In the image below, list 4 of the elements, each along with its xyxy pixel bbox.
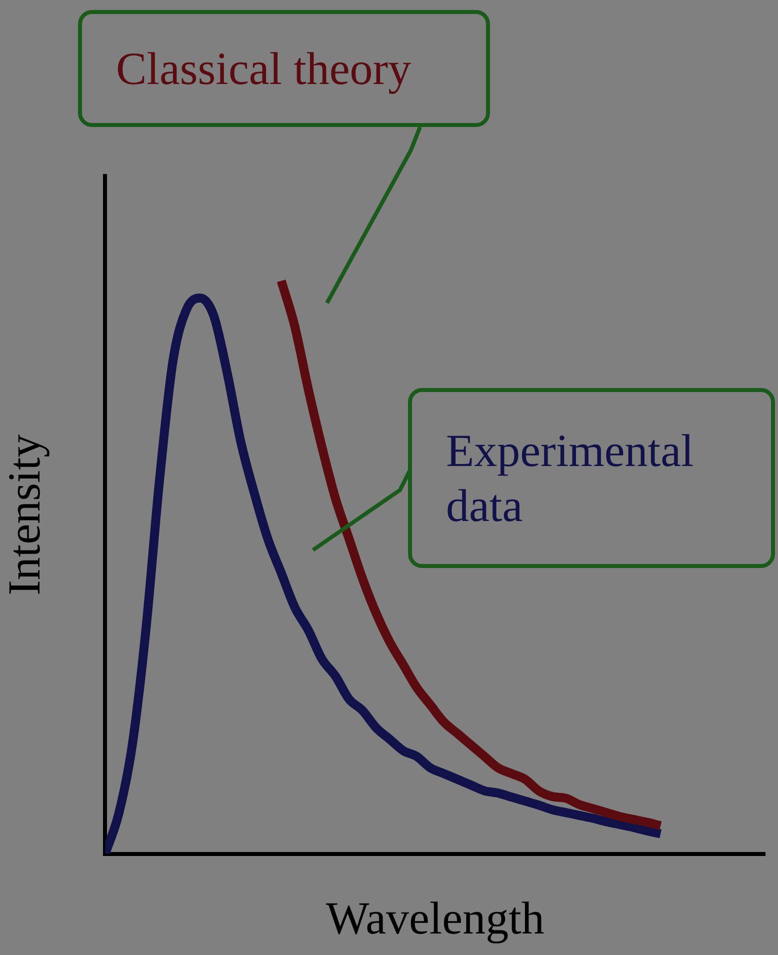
text: Experimental data xyxy=(408,388,775,568)
x-axis-title: Wavelength xyxy=(326,892,544,944)
y-axis-title: Intensity xyxy=(0,434,50,596)
text: Classical theory xyxy=(78,10,490,127)
